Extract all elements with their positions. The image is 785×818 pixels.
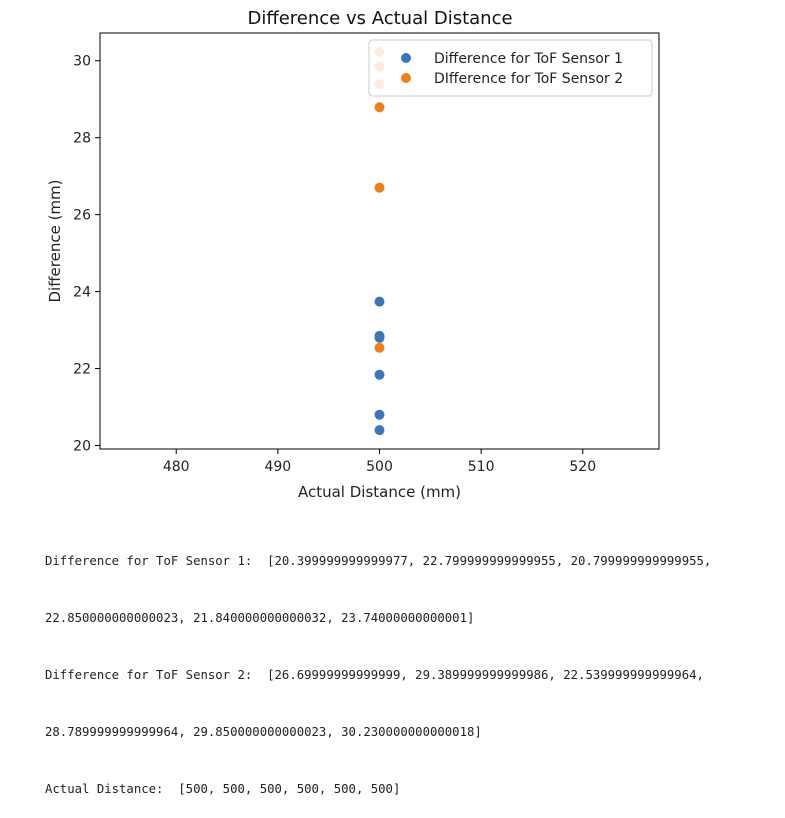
y-tick-label: 28 — [73, 131, 91, 147]
data-point-sensor-2 — [374, 342, 385, 353]
x-tick-label: 490 — [264, 459, 291, 475]
chart-title: Difference vs Actual Distance — [247, 8, 512, 29]
y-tick-label: 20 — [73, 439, 91, 455]
legend-box — [368, 39, 653, 97]
y-tick-label: 24 — [73, 285, 91, 301]
legend-label-sensor-2: DIfference for ToF Sensor 2 — [434, 71, 623, 87]
scatter-chart: Difference vs Actual Distance 480 490 500 5… — [46, 8, 660, 501]
x-tick-label: 480 — [163, 459, 190, 475]
data-point-sensor-1 — [374, 330, 385, 341]
x-axis-label: Actual Distance (mm) — [298, 483, 461, 501]
data-points — [374, 46, 385, 436]
y-tick-label: 26 — [73, 208, 91, 224]
data-point-sensor-1 — [374, 369, 385, 380]
legend-marker-sensor-2 — [401, 73, 411, 83]
output-line: Difference for ToF Sensor 2: [26.6999999… — [45, 668, 704, 682]
y-tick-label: 22 — [73, 362, 91, 378]
output-line: Actual Distance: [500, 500, 500, 500, 50… — [45, 782, 401, 796]
y-axis-ticks: 20 22 24 26 28 30 — [73, 54, 100, 455]
output-line: Difference for ToF Sensor 1: [20.3999999… — [45, 554, 712, 568]
y-axis-label: Difference (mm) — [46, 179, 64, 302]
data-point-sensor-2 — [374, 182, 385, 193]
y-tick-label: 30 — [73, 54, 91, 70]
data-point-sensor-2 — [374, 102, 385, 113]
data-point-sensor-1 — [374, 425, 385, 436]
x-axis-ticks: 480 490 500 510 520 — [163, 449, 596, 475]
legend-label-sensor-1: Difference for ToF Sensor 1 — [434, 51, 623, 67]
data-point-sensor-1 — [374, 296, 385, 307]
output-line: 22.850000000000023, 21.840000000000032, … — [45, 611, 475, 625]
console-output: Difference for ToF Sensor 1: [20.3999999… — [45, 514, 780, 818]
x-tick-label: 520 — [569, 459, 596, 475]
legend: Difference for ToF Sensor 1 DIfference f… — [368, 39, 653, 97]
data-point-sensor-1 — [374, 409, 385, 420]
output-line: 28.789999999999964, 29.850000000000023, … — [45, 725, 482, 739]
x-tick-label: 510 — [468, 459, 495, 475]
x-tick-label: 500 — [366, 459, 393, 475]
legend-marker-sensor-1 — [401, 53, 411, 63]
